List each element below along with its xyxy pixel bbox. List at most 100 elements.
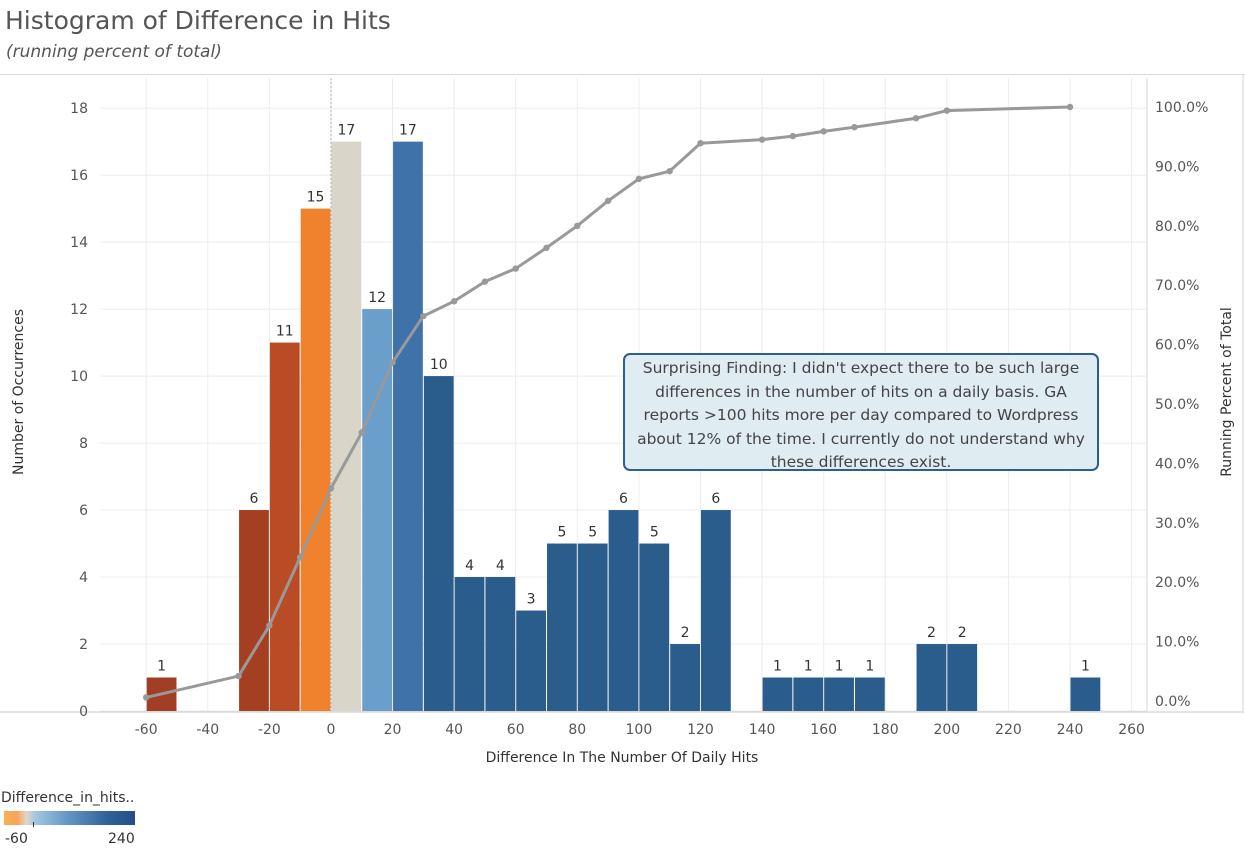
legend-color-ramp (4, 811, 135, 825)
bar-value-label: 17 (337, 123, 355, 139)
y2-tick-label: 60.0% (1155, 338, 1199, 354)
histogram-bar[interactable] (547, 543, 577, 711)
y-tick-label: 10 (70, 369, 88, 385)
running-percent-line[interactable] (142, 103, 1074, 701)
running-percent-point[interactable] (912, 115, 920, 122)
running-percent-point[interactable] (574, 222, 581, 229)
bar-value-label: 12 (368, 290, 386, 306)
y-tick-label: 16 (70, 168, 88, 184)
x-tick-label: 100 (626, 722, 653, 738)
running-percent-point[interactable] (543, 244, 550, 251)
histogram-bar[interactable] (700, 510, 731, 711)
running-percent-point[interactable] (943, 107, 951, 114)
legend-zero-tick (33, 822, 34, 827)
y-tick-label: 12 (70, 302, 88, 318)
histogram-bar[interactable] (916, 644, 947, 711)
y-tick-label: 14 (70, 235, 88, 251)
histogram-bar[interactable] (516, 610, 547, 711)
histogram-bar[interactable] (824, 677, 854, 711)
y2-tick-label: 0.0% (1155, 694, 1191, 710)
running-percent-point[interactable] (235, 672, 242, 680)
x-axis-title: Difference In The Number Of Daily Hits (486, 750, 759, 766)
bar-value-label: 1 (157, 659, 166, 675)
histogram-bar[interactable] (608, 510, 639, 711)
histogram-bar[interactable] (793, 677, 824, 711)
y-tick-label: 6 (79, 503, 88, 519)
bar-value-label: 1 (835, 659, 844, 675)
y-tick-label: 0 (79, 704, 88, 720)
running-percent-point[interactable] (1066, 103, 1074, 111)
running-percent-point[interactable] (420, 312, 427, 320)
histogram-bar[interactable] (670, 644, 700, 711)
running-percent-point[interactable] (512, 265, 519, 272)
histogram-bar[interactable] (1070, 677, 1101, 711)
histogram-bar[interactable] (300, 208, 331, 711)
histogram-bar[interactable] (393, 141, 423, 712)
y2-tick-label: 90.0% (1155, 159, 1199, 175)
histogram-bars[interactable] (146, 141, 1101, 712)
x-tick-label: 260 (1118, 722, 1145, 738)
running-percent-point[interactable] (142, 694, 150, 701)
y2-tick-label: 80.0% (1155, 219, 1199, 235)
histogram-bar[interactable] (762, 677, 793, 711)
x-tick-label: 80 (568, 722, 586, 738)
bar-value-label: 6 (711, 491, 720, 507)
y2-tick-label: 50.0% (1155, 397, 1199, 413)
x-tick-label: 60 (507, 722, 525, 738)
histogram-bar[interactable] (854, 677, 885, 711)
running-percent-point[interactable] (789, 132, 797, 140)
histogram-bar[interactable] (269, 342, 300, 711)
running-percent-point[interactable] (851, 123, 858, 131)
histogram-bar[interactable] (485, 577, 516, 711)
y2-tick-label: 30.0% (1155, 516, 1199, 532)
running-percent-point[interactable] (296, 554, 304, 561)
bar-value-label: 15 (307, 190, 325, 206)
histogram-bar[interactable] (362, 309, 393, 711)
histogram-bar[interactable] (239, 510, 269, 711)
running-percent-polyline[interactable] (145, 105, 1071, 699)
running-percent-point[interactable] (481, 278, 489, 285)
running-percent-point[interactable] (635, 175, 643, 183)
histogram-bar[interactable] (577, 543, 608, 711)
y2-tick-label: 10.0% (1155, 635, 1199, 651)
running-percent-point[interactable] (389, 359, 396, 366)
histogram-bar[interactable] (639, 543, 670, 711)
running-percent-point[interactable] (697, 140, 704, 147)
y2-tick-label: 70.0% (1155, 278, 1199, 294)
x-tick-label: 20 (384, 722, 402, 738)
bar-value-label: 2 (958, 625, 967, 641)
y-tick-label: 2 (79, 637, 88, 653)
histogram-bar[interactable] (331, 141, 362, 712)
y2-axis-title: Running Percent of Total (1219, 307, 1235, 477)
histogram-bar[interactable] (454, 577, 485, 711)
x-tick-label: 200 (933, 722, 960, 738)
bar-value-label: 6 (250, 491, 259, 507)
histogram-bar[interactable] (947, 644, 978, 711)
bar-value-label: 1 (773, 659, 782, 675)
annotation-box: Surprising Finding: I didn't expect ther… (623, 353, 1099, 471)
bar-value-label: 10 (430, 357, 448, 373)
bar-value-label: 2 (927, 625, 936, 641)
bar-value-label: 17 (399, 123, 417, 139)
running-percent-point[interactable] (450, 298, 458, 305)
chart-subtitle: (running percent of total) (6, 42, 222, 62)
bar-value-label: 1 (865, 659, 874, 675)
legend-min-label: -60 (5, 831, 28, 847)
y2-tick-label: 20.0% (1155, 575, 1199, 591)
running-percent-point[interactable] (666, 167, 673, 175)
running-percent-point[interactable] (604, 197, 612, 205)
running-percent-point[interactable] (820, 128, 827, 135)
bar-value-label: 5 (650, 525, 659, 541)
running-percent-point[interactable] (327, 485, 335, 492)
y-axis-title: Number of Occurrences (11, 309, 27, 475)
running-percent-point[interactable] (358, 429, 365, 436)
bar-value-label: 4 (465, 558, 474, 574)
running-percent-point[interactable] (758, 136, 766, 143)
x-tick-label: -40 (196, 722, 219, 738)
running-percent-point[interactable] (266, 622, 273, 629)
histogram-bar[interactable] (423, 376, 454, 711)
x-tick-label: -20 (258, 722, 281, 738)
chart-title: Histogram of Difference in Hits (5, 6, 391, 35)
